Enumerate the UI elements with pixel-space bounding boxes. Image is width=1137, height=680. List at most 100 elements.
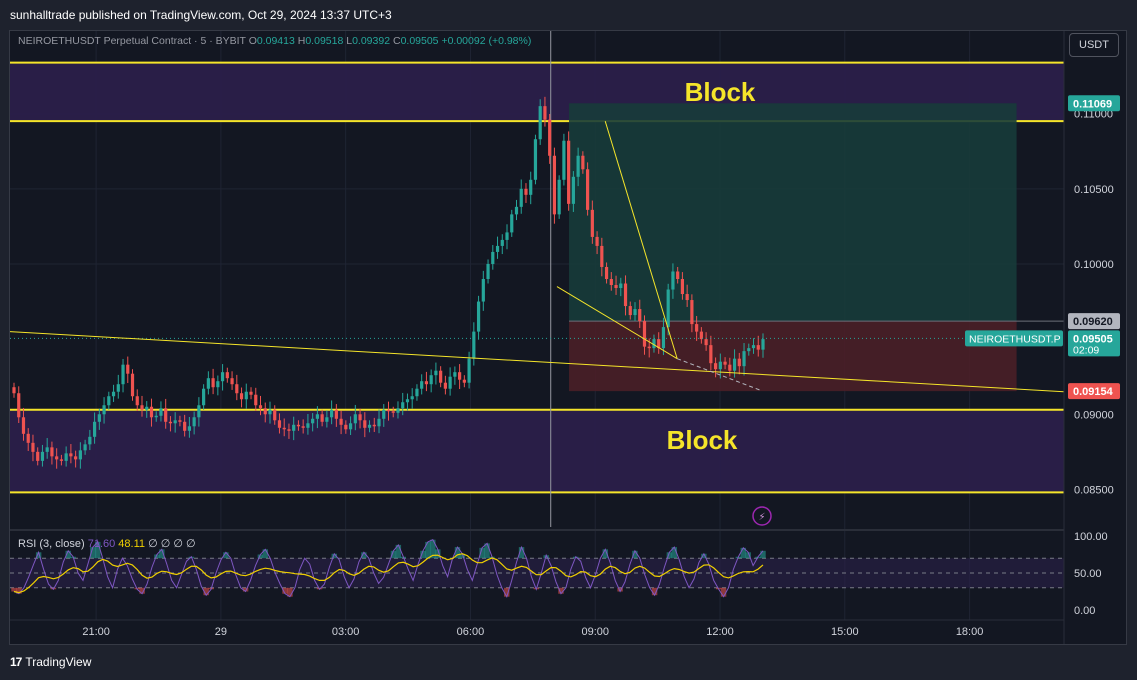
- candle-body: [183, 421, 187, 431]
- candle-body: [410, 396, 414, 400]
- candle-body: [533, 139, 538, 180]
- time-axis-tick: 15:00: [831, 626, 859, 638]
- candle-body: [633, 309, 637, 316]
- close-value: 0.09505: [400, 35, 439, 47]
- candle-body: [220, 372, 225, 382]
- candle-body: [121, 364, 125, 385]
- candle-body: [372, 424, 376, 427]
- candle-body: [192, 417, 196, 427]
- candle-body: [761, 339, 765, 350]
- rsi-value: 71.60: [87, 538, 116, 550]
- candle-body: [230, 378, 234, 385]
- rsi-axis-tick: 100.00: [1074, 531, 1108, 543]
- price-axis-tick: 0.10500: [1074, 184, 1114, 196]
- price-tag: [1068, 313, 1120, 330]
- candle-body: [600, 245, 604, 267]
- tradingview-brand[interactable]: 17 TradingView: [10, 655, 91, 669]
- candle-body: [102, 405, 106, 415]
- candle-body: [21, 417, 26, 434]
- block-label-bottom: Block: [667, 425, 738, 455]
- candle-body: [173, 420, 177, 424]
- candle-body: [619, 283, 623, 289]
- time-axis-tick: 03:00: [332, 626, 360, 638]
- candle-body: [495, 245, 500, 252]
- candle-body: [415, 388, 419, 397]
- time-axis-tick: 06:00: [457, 626, 485, 638]
- candle-body: [330, 409, 334, 418]
- candle-body: [638, 309, 642, 322]
- candle-body: [97, 414, 101, 422]
- candle-body: [45, 447, 49, 452]
- candle-body: [453, 372, 457, 377]
- candle-body: [64, 453, 68, 461]
- high-value: 0.09518: [305, 35, 344, 47]
- candle-body: [604, 266, 609, 279]
- candle-body: [657, 339, 661, 349]
- candle-body: [695, 324, 699, 332]
- rsi-legend: RSI (3, close) 71.60 48.11 ∅ ∅ ∅ ∅: [18, 537, 196, 550]
- price-tag-label: 0.09620: [1073, 316, 1113, 328]
- symbol-title: NEIROETHUSDT Perpetual Contract · 5 · BY…: [18, 35, 246, 47]
- price-tag-label: 0.11069: [1073, 98, 1112, 110]
- candle-body: [59, 459, 64, 461]
- candle-body: [652, 339, 656, 349]
- rsi-axis-tick: 50.00: [1074, 568, 1102, 580]
- candle-body: [107, 396, 111, 406]
- candle-body: [623, 283, 628, 307]
- candle-body: [571, 176, 575, 204]
- rsi-band: [10, 558, 1064, 588]
- candle-body: [751, 345, 756, 349]
- candle-body: [481, 279, 485, 302]
- candle-body: [562, 140, 566, 180]
- currency-button[interactable]: USDT: [1069, 33, 1119, 57]
- price-tag: [1068, 330, 1120, 357]
- time-axis-tick: 29: [215, 626, 227, 638]
- candle-body: [713, 363, 718, 370]
- candle-body: [443, 382, 447, 389]
- candle-body: [723, 361, 727, 365]
- trendline-3: [556, 286, 678, 360]
- candle-body: [344, 424, 348, 430]
- price-axis-tick: 0.11000: [1074, 109, 1113, 121]
- candle-body: [420, 381, 424, 389]
- open-value: 0.09413: [256, 35, 295, 47]
- price-axis-tick: 0.08500: [1074, 484, 1114, 496]
- candle-body: [538, 106, 542, 140]
- candle-body: [391, 411, 395, 413]
- candle-body: [647, 346, 651, 349]
- candle-body: [92, 421, 97, 437]
- candle-body: [154, 415, 158, 418]
- rsi-ma-line: [13, 553, 764, 594]
- rsi-title: RSI (3, close): [18, 538, 85, 550]
- candle-body: [709, 345, 713, 364]
- candle-body: [439, 370, 443, 383]
- trendline-1: [9, 331, 1065, 393]
- candle-body: [197, 405, 201, 418]
- tradingview-brand-text: TradingView: [25, 655, 92, 669]
- projection-arrow: [676, 358, 761, 391]
- candle-body: [258, 405, 263, 409]
- candle-body: [424, 381, 429, 385]
- rsi-axis-tick: 0.00: [1074, 605, 1095, 617]
- candle-body: [78, 450, 82, 460]
- candle-body: [699, 331, 703, 340]
- candle-body: [595, 236, 599, 246]
- candle-body: [83, 444, 87, 451]
- candle-body: [50, 447, 54, 457]
- candle-body: [500, 239, 504, 246]
- candle-body: [235, 384, 239, 394]
- lightning-icon: [752, 506, 772, 526]
- candle-body: [126, 364, 130, 374]
- candle-body: [334, 409, 338, 419]
- candle-body: [31, 442, 35, 452]
- candle-body: [567, 140, 571, 204]
- candle-body: [505, 232, 509, 240]
- candle-body: [216, 381, 220, 388]
- demand-block-zone: [10, 409, 1064, 493]
- candle-body: [159, 408, 163, 416]
- candle-body: [244, 391, 248, 400]
- candle-body: [472, 331, 476, 359]
- candle-body: [467, 358, 471, 383]
- block-label-top: Block: [685, 77, 756, 107]
